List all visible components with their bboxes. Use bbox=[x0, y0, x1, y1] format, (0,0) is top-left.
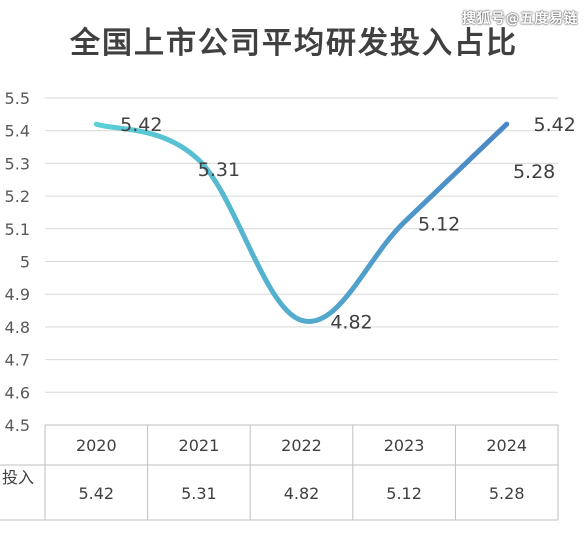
chart-title: 全国上市公司平均研发投入占比 bbox=[70, 26, 518, 61]
y-tick-label: 5.1 bbox=[5, 220, 30, 239]
y-tick-label: 4.8 bbox=[5, 318, 30, 337]
category-label: 2022 bbox=[281, 436, 322, 455]
category-label: 2024 bbox=[486, 436, 527, 455]
table-value: 5.28 bbox=[489, 484, 525, 503]
y-tick-label: 4.7 bbox=[5, 351, 30, 370]
y-tick-label: 4.9 bbox=[5, 285, 30, 304]
category-label: 2023 bbox=[384, 436, 425, 455]
data-label: 5.28 bbox=[513, 161, 555, 183]
y-tick-label: 5.3 bbox=[5, 154, 30, 173]
data-label: 5.42 bbox=[120, 114, 162, 136]
data-label: 4.82 bbox=[330, 311, 372, 333]
data-table: 2020 5.42 2021 5.31 2022 4.82 2023 5.12 2024 5.28… bbox=[0, 424, 559, 521]
data-label: 5.12 bbox=[418, 213, 460, 235]
category-label: 2021 bbox=[179, 436, 220, 455]
y-tick-label: 5.2 bbox=[5, 187, 30, 206]
y-tick-label: 5.5 bbox=[5, 89, 30, 108]
watermark: 搜狐号@五度易链 bbox=[462, 11, 578, 27]
data-label: 5.31 bbox=[198, 159, 240, 181]
series-line bbox=[93, 121, 510, 324]
y-tick-label: 5.4 bbox=[5, 122, 30, 141]
y-axis-ticks: 5.5 5.4 5.3 5.2 5.1 5 4.9 4.8 4.7 4.6 4.5 bbox=[5, 89, 30, 435]
data-labels: 5.42 5.31 4.82 5.12 5.28 5.42 bbox=[120, 114, 576, 333]
category-label: 2020 bbox=[76, 436, 117, 455]
y-tick-label: 5 bbox=[20, 253, 30, 272]
table-row-label: 投入 bbox=[2, 468, 34, 487]
data-label: 5.42 bbox=[534, 114, 576, 136]
table-value: 5.31 bbox=[181, 484, 217, 503]
y-tick-label: 4.5 bbox=[5, 416, 30, 435]
table-value: 5.42 bbox=[78, 484, 114, 503]
gridlines bbox=[45, 97, 558, 426]
y-tick-label: 4.6 bbox=[5, 383, 30, 402]
table-value: 4.82 bbox=[284, 484, 320, 503]
table-value: 5.12 bbox=[386, 484, 422, 503]
